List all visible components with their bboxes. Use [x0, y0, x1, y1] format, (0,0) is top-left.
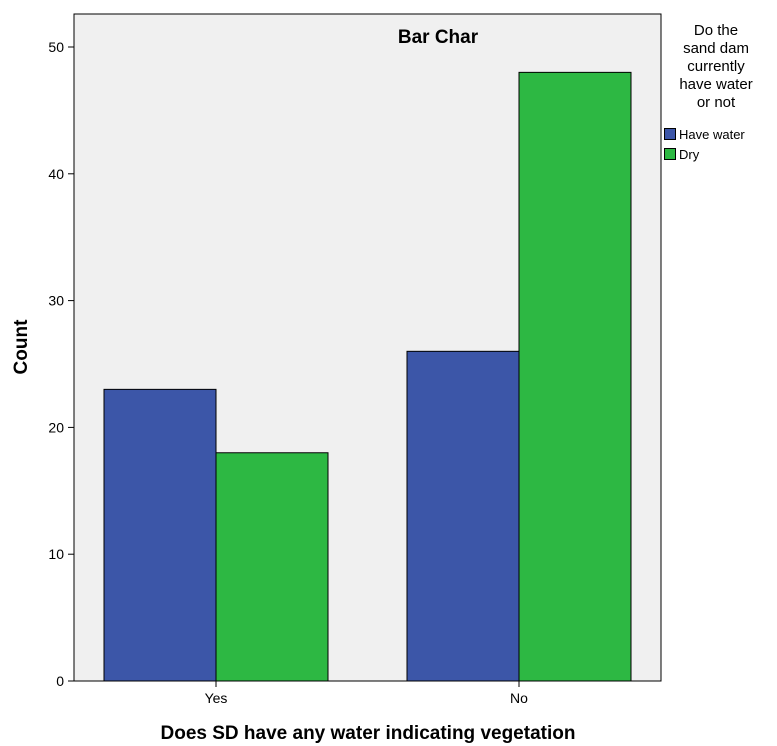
- x-tick-label: No: [510, 690, 528, 706]
- legend-item-have-water: Have water: [664, 126, 745, 142]
- bar-dry-yes: [215, 452, 329, 682]
- y-tick-label: 0: [56, 673, 64, 689]
- x-axis-label: Does SD have any water indicating vegeta…: [161, 723, 576, 744]
- y-axis: 0 10 20 30 40 50: [48, 39, 74, 689]
- legend-swatch-have-water: [664, 128, 676, 140]
- legend-title-line: Do the: [693, 22, 739, 39]
- x-axis: Yes No: [205, 681, 528, 706]
- y-tick-label: 40: [48, 166, 64, 182]
- legend-title: Do the sand dam currently have water or …: [664, 22, 768, 112]
- y-axis-label: Count: [11, 319, 32, 375]
- bars-group: [103, 71, 632, 682]
- y-tick-label: 30: [48, 293, 64, 309]
- bar-have-water-yes: [103, 388, 217, 682]
- legend-title-line: currently: [687, 58, 745, 75]
- legend-title-line: or not: [696, 94, 736, 111]
- y-tick-label: 20: [48, 419, 64, 435]
- legend-item-dry: Dry: [664, 146, 699, 162]
- y-tick-label: 10: [48, 546, 64, 562]
- bar-dry-no: [518, 71, 632, 682]
- chart-title: Bar Char: [398, 27, 479, 48]
- legend-title-line: have water: [679, 76, 753, 93]
- bar-have-water-no: [406, 350, 520, 682]
- legend-label-dry: Dry: [679, 146, 700, 162]
- legend-title-line: sand dam: [683, 40, 749, 57]
- x-tick-label: Yes: [205, 690, 228, 706]
- y-tick-label: 50: [48, 39, 64, 55]
- legend-label-have-water: Have water: [679, 126, 745, 142]
- legend-swatch-dry: [664, 148, 676, 160]
